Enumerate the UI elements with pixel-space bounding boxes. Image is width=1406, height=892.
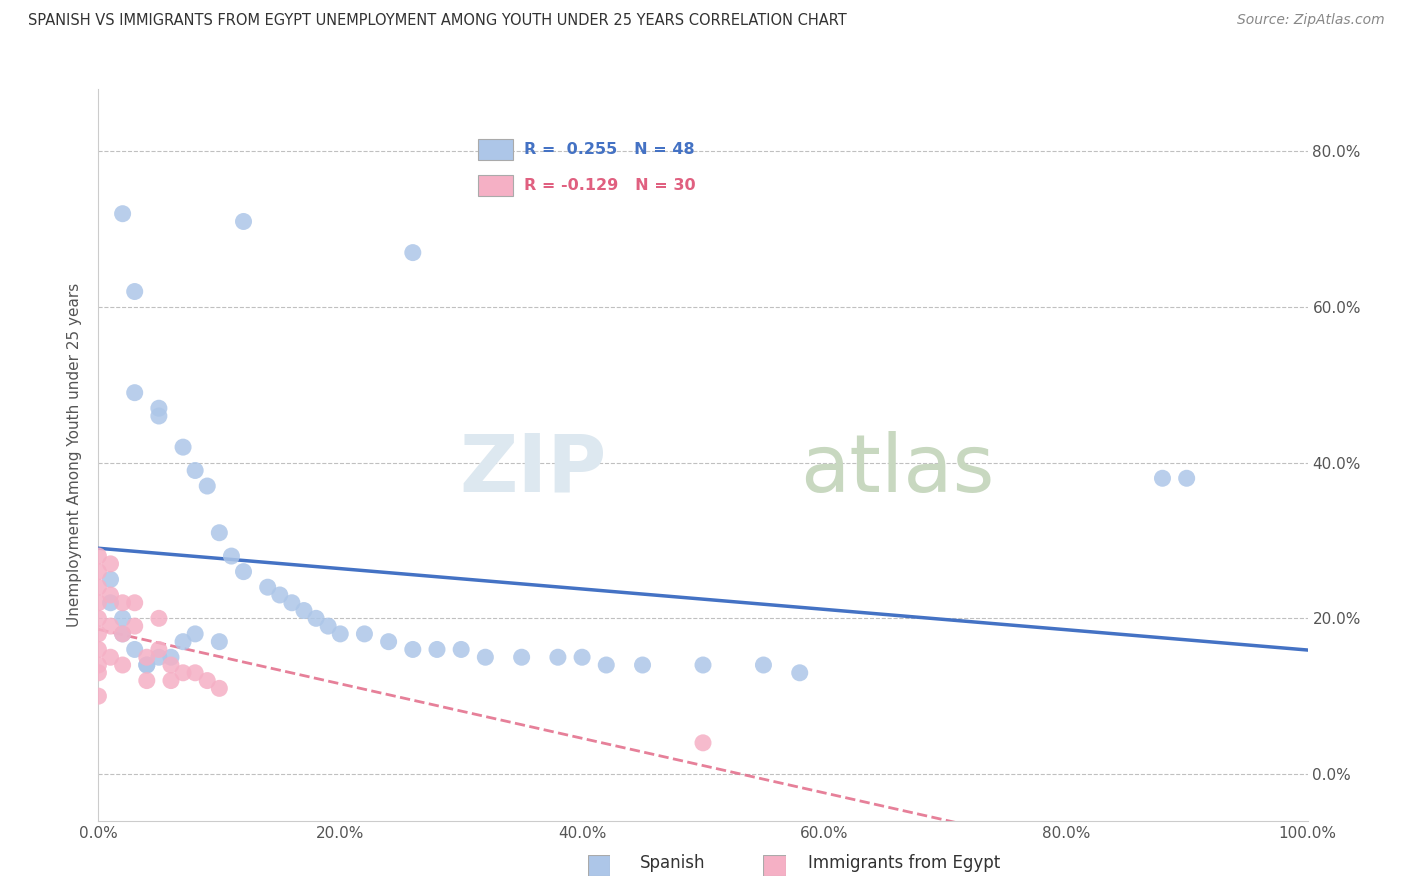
Text: ZIP: ZIP [458, 431, 606, 508]
Point [111, 611, 134, 625]
Point [316, 619, 339, 633]
Point [160, 650, 183, 665]
Point [1175, 471, 1198, 485]
Point [100, 619, 122, 633]
Point [232, 565, 254, 579]
Point [111, 207, 134, 221]
Point [631, 658, 654, 673]
Point [305, 611, 328, 625]
Point [111, 658, 134, 673]
Point [184, 627, 207, 641]
Point [124, 285, 146, 299]
Point [124, 385, 146, 400]
Point [571, 650, 593, 665]
Point [87, 611, 110, 625]
Text: SPANISH VS IMMIGRANTS FROM EGYPT UNEMPLOYMENT AMONG YOUTH UNDER 25 YEARS CORRELA: SPANISH VS IMMIGRANTS FROM EGYPT UNEMPLO… [28, 13, 846, 29]
Point [135, 650, 157, 665]
Point [208, 634, 231, 648]
Point [752, 658, 775, 673]
Point [789, 665, 811, 680]
Point [281, 596, 304, 610]
Point [208, 525, 231, 540]
Point [329, 627, 352, 641]
Point [148, 611, 170, 625]
Point [124, 596, 146, 610]
Point [208, 681, 231, 696]
Point [87, 689, 110, 703]
Point [692, 736, 714, 750]
Point [221, 549, 243, 563]
Point [172, 665, 194, 680]
Point [184, 463, 207, 477]
Point [148, 642, 170, 657]
Point [184, 665, 207, 680]
Y-axis label: Unemployment Among Youth under 25 years: Unemployment Among Youth under 25 years [67, 283, 83, 627]
Point [172, 634, 194, 648]
Point [148, 650, 170, 665]
Point [377, 634, 399, 648]
Point [195, 479, 218, 493]
Point [195, 673, 218, 688]
Point [87, 549, 110, 563]
Point [87, 627, 110, 641]
Point [100, 557, 122, 571]
Point [547, 650, 569, 665]
Point [426, 642, 449, 657]
Point [87, 596, 110, 610]
Text: Immigrants from Egypt: Immigrants from Egypt [808, 855, 1001, 872]
Point [402, 642, 425, 657]
Text: Source: ZipAtlas.com: Source: ZipAtlas.com [1237, 13, 1385, 28]
Point [100, 596, 122, 610]
Point [87, 580, 110, 594]
Point [595, 658, 617, 673]
Point [172, 440, 194, 454]
Point [124, 642, 146, 657]
Point [160, 673, 183, 688]
Point [135, 673, 157, 688]
Point [353, 627, 375, 641]
Point [135, 658, 157, 673]
Point [124, 619, 146, 633]
Point [100, 650, 122, 665]
Text: Spanish: Spanish [640, 855, 706, 872]
Point [87, 665, 110, 680]
Point [292, 603, 315, 617]
Point [256, 580, 278, 594]
Point [474, 650, 496, 665]
Point [160, 658, 183, 673]
Point [148, 409, 170, 423]
Point [269, 588, 291, 602]
Point [148, 401, 170, 416]
Point [100, 573, 122, 587]
Point [111, 627, 134, 641]
Point [232, 214, 254, 228]
Point [450, 642, 472, 657]
Point [510, 650, 533, 665]
Point [692, 658, 714, 673]
Point [111, 627, 134, 641]
Point [402, 245, 425, 260]
Point [135, 658, 157, 673]
Text: atlas: atlas [800, 431, 994, 508]
Point [87, 658, 110, 673]
Point [87, 642, 110, 657]
Point [100, 588, 122, 602]
Point [111, 596, 134, 610]
Point [1152, 471, 1174, 485]
Point [87, 565, 110, 579]
